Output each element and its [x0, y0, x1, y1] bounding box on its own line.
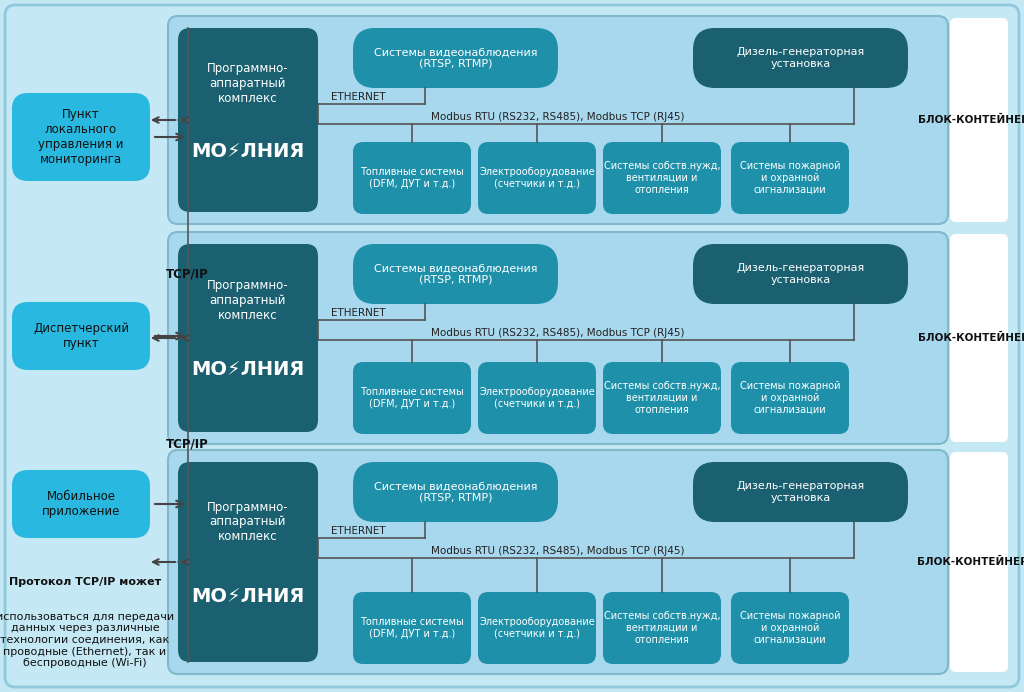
- Text: Программно-
аппаратный
комплекс: Программно- аппаратный комплекс: [207, 500, 289, 543]
- Text: Системы пожарной
и охранной
сигнализации: Системы пожарной и охранной сигнализации: [739, 161, 841, 194]
- Text: ETHERNET: ETHERNET: [331, 92, 385, 102]
- Text: Мобильное
приложение: Мобильное приложение: [42, 490, 120, 518]
- Text: Системы собств.нужд,
вентиляции и
отопления: Системы собств.нужд, вентиляции и отопле…: [604, 161, 720, 194]
- FancyBboxPatch shape: [478, 142, 596, 214]
- Text: Топливные системы
(DFM, ДУТ и т.д.): Топливные системы (DFM, ДУТ и т.д.): [360, 167, 464, 189]
- Text: Электрооборудование
(счетчики и т.д.): Электрооборудование (счетчики и т.д.): [479, 617, 595, 639]
- Text: Дизель-генераторная
установка: Дизель-генераторная установка: [736, 263, 864, 285]
- Text: Modbus RTU (RS232, RS485), Modbus TCP (RJ45): Modbus RTU (RS232, RS485), Modbus TCP (R…: [431, 546, 685, 556]
- Text: ETHERNET: ETHERNET: [331, 308, 385, 318]
- Text: Пункт
локального
управления и
мониторинга: Пункт локального управления и мониторинг…: [38, 108, 124, 166]
- Text: Дизель-генераторная
установка: Дизель-генераторная установка: [736, 481, 864, 503]
- FancyBboxPatch shape: [693, 28, 908, 88]
- FancyBboxPatch shape: [478, 592, 596, 664]
- FancyBboxPatch shape: [950, 18, 1008, 222]
- Text: Системы видеонаблюдения
(RTSP, RTMP): Системы видеонаблюдения (RTSP, RTMP): [374, 481, 538, 503]
- Text: Программно-
аппаратный
комплекс: Программно- аппаратный комплекс: [207, 279, 289, 322]
- FancyBboxPatch shape: [353, 592, 471, 664]
- FancyBboxPatch shape: [353, 28, 558, 88]
- Text: TCP/IP: TCP/IP: [166, 437, 209, 450]
- Text: Дизель-генераторная
установка: Дизель-генераторная установка: [736, 47, 864, 69]
- FancyBboxPatch shape: [353, 142, 471, 214]
- Text: использоваться для передачи
данных через различные
технологии соединения, как
пр: использоваться для передачи данных через…: [0, 612, 174, 668]
- Text: Диспетчерский
пункт: Диспетчерский пункт: [33, 322, 129, 350]
- FancyBboxPatch shape: [731, 362, 849, 434]
- FancyBboxPatch shape: [693, 244, 908, 304]
- FancyBboxPatch shape: [950, 452, 1008, 672]
- FancyBboxPatch shape: [178, 462, 318, 662]
- Text: Электрооборудование
(счетчики и т.д.): Электрооборудование (счетчики и т.д.): [479, 388, 595, 409]
- FancyBboxPatch shape: [168, 16, 948, 224]
- FancyBboxPatch shape: [693, 462, 908, 522]
- Text: МО⚡ЛНИЯ: МО⚡ЛНИЯ: [191, 587, 304, 606]
- Text: БЛОК-КОНТЕЙНЕР 1: БЛОК-КОНТЕЙНЕР 1: [919, 115, 1024, 125]
- Text: Системы видеонаблюдения
(RTSP, RTMP): Системы видеонаблюдения (RTSP, RTMP): [374, 263, 538, 285]
- Text: Топливные системы
(DFM, ДУТ и т.д.): Топливные системы (DFM, ДУТ и т.д.): [360, 617, 464, 639]
- FancyBboxPatch shape: [603, 592, 721, 664]
- FancyBboxPatch shape: [478, 362, 596, 434]
- Text: TCP/IP: TCP/IP: [166, 268, 209, 280]
- Text: Modbus RTU (RS232, RS485), Modbus TCP (RJ45): Modbus RTU (RS232, RS485), Modbus TCP (R…: [431, 328, 685, 338]
- FancyBboxPatch shape: [178, 28, 318, 212]
- Text: Системы пожарной
и охранной
сигнализации: Системы пожарной и охранной сигнализации: [739, 612, 841, 645]
- FancyBboxPatch shape: [353, 462, 558, 522]
- FancyBboxPatch shape: [5, 5, 1019, 687]
- FancyBboxPatch shape: [168, 232, 948, 444]
- Text: Системы видеонаблюдения
(RTSP, RTMP): Системы видеонаблюдения (RTSP, RTMP): [374, 47, 538, 69]
- FancyBboxPatch shape: [731, 592, 849, 664]
- Text: ETHERNET: ETHERNET: [331, 526, 385, 536]
- Text: Системы собств.нужд,
вентиляции и
отопления: Системы собств.нужд, вентиляции и отопле…: [604, 381, 720, 415]
- Text: Modbus RTU (RS232, RS485), Modbus TCP (RJ45): Modbus RTU (RS232, RS485), Modbus TCP (R…: [431, 112, 685, 122]
- Text: Программно-
аппаратный
комплекс: Программно- аппаратный комплекс: [207, 62, 289, 104]
- Text: Протокол TCP/IP может: Протокол TCP/IP может: [9, 577, 161, 587]
- Text: МО⚡ЛНИЯ: МО⚡ЛНИЯ: [191, 361, 304, 379]
- Text: БЛОК-КОНТЕЙНЕР N: БЛОК-КОНТЕЙНЕР N: [918, 557, 1024, 567]
- FancyBboxPatch shape: [603, 362, 721, 434]
- Text: Системы пожарной
и охранной
сигнализации: Системы пожарной и охранной сигнализации: [739, 381, 841, 415]
- FancyBboxPatch shape: [178, 244, 318, 432]
- FancyBboxPatch shape: [353, 244, 558, 304]
- FancyBboxPatch shape: [603, 142, 721, 214]
- Text: Электрооборудование
(счетчики и т.д.): Электрооборудование (счетчики и т.д.): [479, 167, 595, 189]
- FancyBboxPatch shape: [12, 93, 150, 181]
- FancyBboxPatch shape: [12, 470, 150, 538]
- FancyBboxPatch shape: [950, 234, 1008, 442]
- Text: МО⚡ЛНИЯ: МО⚡ЛНИЯ: [191, 142, 304, 161]
- FancyBboxPatch shape: [12, 302, 150, 370]
- Text: БЛОК-КОНТЕЙНЕР 2: БЛОК-КОНТЕЙНЕР 2: [919, 333, 1024, 343]
- FancyBboxPatch shape: [731, 142, 849, 214]
- Text: Системы собств.нужд,
вентиляции и
отопления: Системы собств.нужд, вентиляции и отопле…: [604, 612, 720, 645]
- FancyBboxPatch shape: [168, 450, 948, 674]
- FancyBboxPatch shape: [353, 362, 471, 434]
- Text: Топливные системы
(DFM, ДУТ и т.д.): Топливные системы (DFM, ДУТ и т.д.): [360, 388, 464, 409]
